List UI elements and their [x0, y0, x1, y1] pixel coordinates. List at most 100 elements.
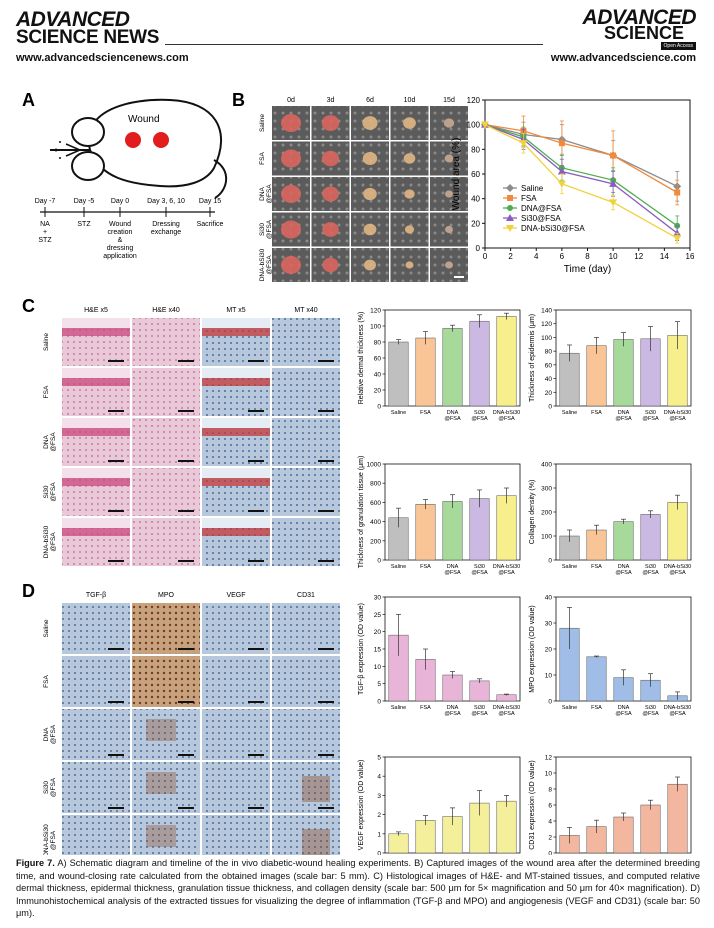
y-tick-label: 1000	[367, 462, 382, 469]
ihc-image	[132, 656, 200, 707]
series-marker	[673, 229, 682, 237]
series-marker	[507, 195, 513, 201]
ihc-image	[132, 762, 200, 813]
scale-bar	[318, 560, 334, 562]
category-label: DNA-bSi30 @FSA	[664, 564, 692, 576]
journal-logo-left-line1: ADVANCED	[16, 8, 130, 31]
scale-bar	[248, 410, 264, 412]
histo-row-label: Si30@FSA	[43, 482, 57, 502]
bar	[496, 800, 517, 854]
y-tick-label: 80	[545, 349, 553, 356]
scale-bar	[108, 648, 124, 650]
ihc-row-label: Si30@FSA	[43, 777, 57, 797]
tissue-edge	[62, 518, 130, 528]
bar-chart-mpo: 0 10 20 30 40 MPO expression (OD value) Saline…	[529, 595, 692, 717]
category-label: DNA @FSA	[615, 705, 632, 717]
bar	[667, 502, 688, 561]
tissue-edge	[202, 318, 270, 328]
wound-label: Wound	[128, 114, 160, 125]
bar	[415, 820, 436, 854]
y-tick-label: 40	[545, 595, 553, 602]
histo-row-label: DNA-bSi30@FSA	[43, 525, 57, 558]
wound-grid-col-label: 10d	[404, 97, 416, 104]
series-marker	[506, 184, 514, 192]
y-tick-label: 6	[548, 803, 552, 810]
wound-spot	[362, 116, 378, 130]
category-label: Si30 @FSA	[642, 410, 659, 422]
left-url[interactable]: www.advancedsciencenews.com	[16, 52, 189, 64]
y-tick-label: 10	[374, 664, 382, 671]
y-axis-label: Relative dermal thickness (%)	[358, 312, 365, 405]
histology-image	[272, 518, 340, 566]
ihc-image	[62, 709, 130, 760]
ihc-col-label: VEGF	[226, 592, 245, 599]
right-url[interactable]: www.advancedscience.com	[550, 52, 696, 64]
scale-bar	[248, 754, 264, 756]
series-marker	[507, 205, 513, 211]
ihc-image	[272, 815, 340, 855]
x-axis-label: Time (day)	[564, 264, 611, 275]
histology-image	[132, 418, 200, 466]
stain-spot	[146, 719, 176, 741]
legend-entry: Si30@FSA	[521, 214, 561, 223]
caption-label: Figure 7.	[16, 858, 55, 868]
wound-spot	[364, 259, 376, 271]
timeline-day-label: Day -7	[35, 198, 56, 205]
y-tick-label: 600	[370, 500, 381, 507]
scale-bar	[318, 360, 334, 362]
y-tick-label: 30	[545, 621, 553, 628]
series-3	[481, 120, 682, 242]
scale-bar	[108, 410, 124, 412]
scale-bar	[318, 701, 334, 703]
bar	[442, 328, 463, 407]
ihc-image	[272, 656, 340, 707]
wound-spot	[404, 225, 415, 234]
histology-image	[272, 418, 340, 466]
y-tick-label: 120	[370, 308, 381, 315]
ihc-image	[132, 815, 200, 855]
scale-bar	[178, 648, 194, 650]
category-label: Si30 @FSA	[642, 564, 659, 576]
tissue-epidermis	[202, 478, 270, 486]
ihc-image	[62, 656, 130, 707]
wound-spot	[363, 223, 377, 236]
y-tick-label: 2	[548, 835, 552, 842]
wound-spot	[281, 220, 301, 239]
y-tick-label: 60	[545, 362, 553, 369]
histo-row-label: Saline	[43, 333, 50, 351]
y-tick-label: 4	[377, 774, 381, 781]
tissue-epidermis	[62, 478, 130, 486]
category-label: DNA-bSi30 @FSA	[493, 564, 521, 576]
category-label: FSA	[591, 564, 602, 570]
wound-grid-row-label: DNA-bSi30@FSA	[259, 248, 273, 281]
y-tick-label: 20	[545, 647, 553, 654]
y-tick-label: 4	[548, 819, 552, 826]
panel-letter-b: B	[232, 90, 245, 110]
y-tick-label: 40	[545, 376, 553, 383]
y-tick-label: 20	[374, 629, 382, 636]
wound-grid-row-label: Si30@FSA	[259, 219, 273, 239]
bar	[469, 320, 490, 407]
timeline-day-label: Day 3, 6, 10	[147, 198, 185, 205]
series-marker	[506, 214, 514, 221]
bar	[415, 504, 436, 561]
wound-grid-row-label: FSA	[259, 152, 266, 165]
y-tick-label: 800	[370, 481, 381, 488]
y-tick-label: 140	[541, 308, 552, 315]
ihc-row-label: DNA-bSi30@FSA	[43, 824, 57, 855]
histology-image	[272, 468, 340, 516]
caption-text: A) Schematic diagram and timeline of the…	[16, 858, 700, 919]
scale-bar	[178, 460, 194, 462]
legend-entry: Saline	[521, 184, 544, 193]
tissue-epidermis	[62, 428, 130, 436]
y-tick-label: 0	[548, 558, 552, 565]
wound-spot	[363, 187, 377, 201]
timeline-event-label: NA + STZ	[38, 221, 52, 244]
y-tick-label: 80	[471, 145, 480, 154]
x-tick-label: 4	[534, 252, 539, 261]
ihc-image	[62, 762, 130, 813]
bar	[613, 816, 634, 854]
bar	[586, 656, 607, 702]
scale-bar	[178, 410, 194, 412]
histo-row-label: DNA@FSA	[43, 432, 57, 452]
